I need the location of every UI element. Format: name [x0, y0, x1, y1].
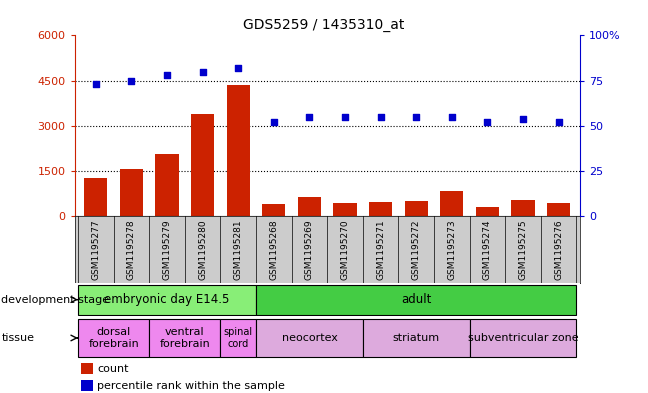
Bar [256, 318, 363, 358]
Text: GDS5259 / 1435310_at: GDS5259 / 1435310_at [243, 18, 405, 32]
Point [269, 119, 279, 125]
Bar [369, 202, 392, 216]
Point [482, 119, 492, 125]
Bar [191, 114, 214, 216]
Text: GSM1195271: GSM1195271 [376, 219, 385, 280]
Bar [156, 154, 179, 216]
Text: count: count [97, 364, 129, 374]
Text: ventral
forebrain: ventral forebrain [159, 327, 210, 349]
Bar [547, 204, 570, 216]
Bar [149, 318, 220, 358]
Bar [84, 178, 108, 216]
Bar [227, 85, 250, 216]
Text: GSM1195275: GSM1195275 [518, 219, 527, 280]
Bar [476, 206, 499, 216]
Bar [363, 318, 470, 358]
Text: GSM1195277: GSM1195277 [91, 219, 100, 280]
Bar [78, 285, 256, 315]
Bar [470, 318, 577, 358]
Point [446, 114, 457, 120]
Bar [511, 200, 535, 216]
Point [91, 81, 101, 87]
Bar [120, 169, 143, 216]
Bar [298, 197, 321, 216]
Bar [262, 204, 285, 216]
Point [518, 116, 528, 122]
Bar [256, 285, 577, 315]
Text: adult: adult [401, 293, 432, 306]
Text: GSM1195269: GSM1195269 [305, 219, 314, 280]
Text: percentile rank within the sample: percentile rank within the sample [97, 381, 285, 391]
Point [126, 77, 137, 84]
Point [233, 65, 244, 71]
Point [411, 114, 421, 120]
Point [553, 119, 564, 125]
Point [198, 68, 208, 75]
Text: tissue: tissue [1, 333, 34, 343]
Text: GSM1195272: GSM1195272 [411, 219, 421, 280]
Text: GSM1195276: GSM1195276 [554, 219, 563, 280]
Point [375, 114, 386, 120]
Text: GSM1195278: GSM1195278 [127, 219, 136, 280]
Text: GSM1195270: GSM1195270 [341, 219, 349, 280]
Text: GSM1195273: GSM1195273 [447, 219, 456, 280]
Text: spinal
cord: spinal cord [224, 327, 253, 349]
Text: GSM1195281: GSM1195281 [234, 219, 243, 280]
Bar [220, 318, 256, 358]
Text: GSM1195279: GSM1195279 [163, 219, 172, 280]
Text: GSM1195268: GSM1195268 [270, 219, 279, 280]
Text: GSM1195274: GSM1195274 [483, 219, 492, 280]
Point [340, 114, 350, 120]
Text: striatum: striatum [393, 333, 440, 343]
Bar [440, 191, 463, 216]
Text: development stage: development stage [1, 295, 110, 305]
Bar [404, 201, 428, 216]
Point [305, 114, 315, 120]
Bar [334, 204, 356, 216]
Text: neocortex: neocortex [281, 333, 338, 343]
Text: dorsal
forebrain: dorsal forebrain [88, 327, 139, 349]
Bar [78, 318, 149, 358]
Text: embryonic day E14.5: embryonic day E14.5 [104, 293, 230, 306]
Text: GSM1195280: GSM1195280 [198, 219, 207, 280]
Point [162, 72, 172, 78]
Text: subventricular zone: subventricular zone [468, 333, 578, 343]
